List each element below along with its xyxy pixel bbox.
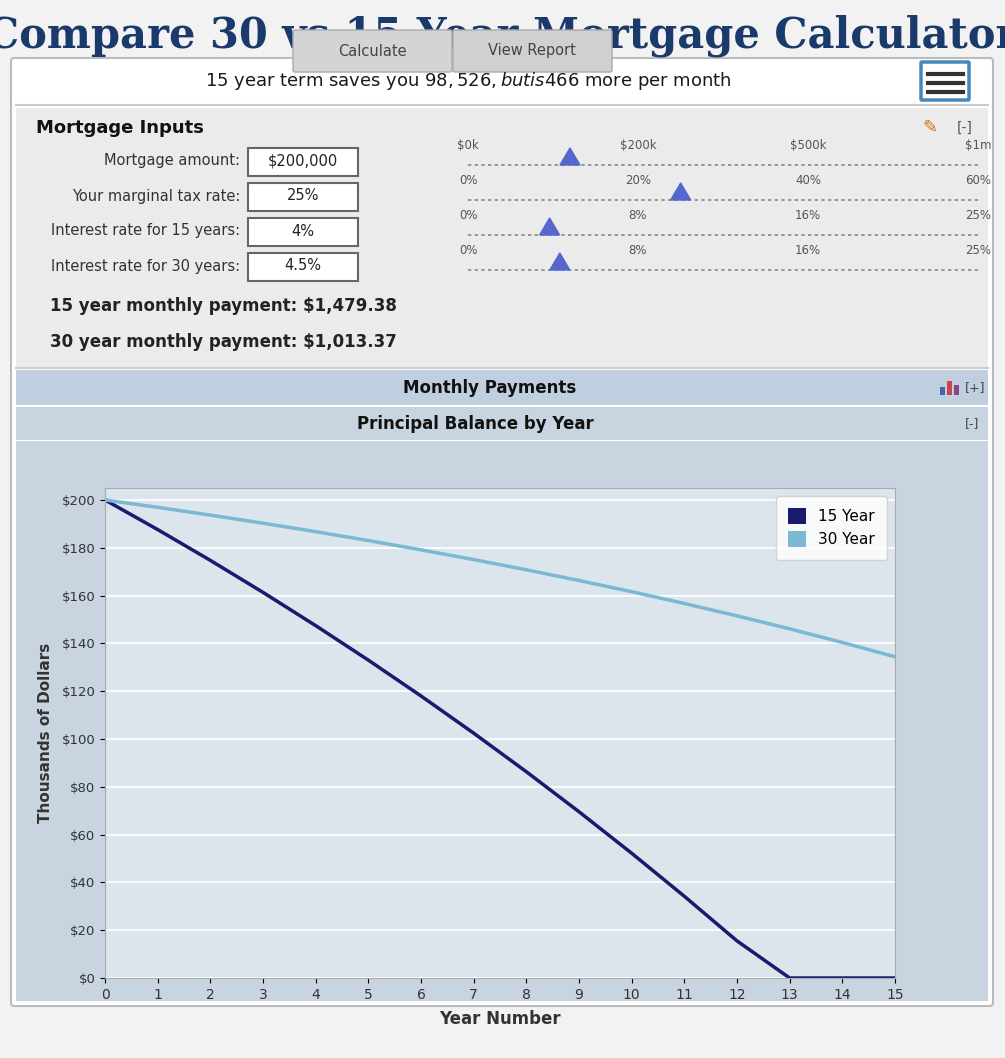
- Text: ✎: ✎: [923, 118, 938, 136]
- Line: 30 Year: 30 Year: [105, 500, 895, 657]
- Bar: [248, 148, 358, 176]
- Polygon shape: [540, 218, 560, 235]
- 15 Year: [626, 846, 638, 859]
- Text: [+]: [+]: [965, 382, 986, 395]
- Y-axis label: Thousands of Dollars: Thousands of Dollars: [38, 643, 53, 823]
- Text: $1m: $1m: [965, 139, 991, 152]
- 30 Year: [98, 494, 111, 507]
- Text: 0%: 0%: [458, 244, 477, 257]
- Text: 20%: 20%: [625, 174, 651, 187]
- 30 Year: [257, 517, 269, 530]
- Text: $500k: $500k: [790, 139, 826, 152]
- Text: 15 year term saves you $98,526, but is $466 more per month: 15 year term saves you $98,526, but is $…: [205, 70, 732, 92]
- 30 Year: [784, 622, 796, 635]
- 30 Year: [889, 651, 901, 663]
- Text: 60%: 60%: [965, 174, 991, 187]
- Polygon shape: [560, 148, 580, 165]
- 15 Year: [521, 765, 533, 778]
- Text: 8%: 8%: [628, 244, 647, 257]
- Polygon shape: [670, 183, 690, 200]
- 30 Year: [626, 585, 638, 598]
- FancyBboxPatch shape: [293, 30, 452, 72]
- 30 Year: [467, 553, 479, 566]
- Text: 25%: 25%: [286, 188, 320, 203]
- Text: 4.5%: 4.5%: [284, 258, 322, 274]
- 15 Year: [467, 727, 479, 740]
- 15 Year: [889, 971, 901, 984]
- FancyBboxPatch shape: [453, 30, 612, 72]
- 15 Year: [784, 971, 796, 984]
- Text: 0%: 0%: [458, 209, 477, 222]
- 30 Year: [731, 609, 743, 622]
- Line: 15 Year: 15 Year: [105, 500, 895, 978]
- 30 Year: [152, 501, 164, 514]
- Text: [-]: [-]: [957, 121, 973, 135]
- Text: Monthly Payments: Monthly Payments: [403, 379, 577, 397]
- Text: 0%: 0%: [458, 174, 477, 187]
- Text: 15 year monthly payment: $1,479.38: 15 year monthly payment: $1,479.38: [50, 297, 397, 315]
- Text: Mortgage amount:: Mortgage amount:: [104, 153, 240, 168]
- Text: $200k: $200k: [619, 139, 656, 152]
- Text: 25%: 25%: [965, 209, 991, 222]
- Bar: [248, 253, 358, 281]
- Bar: [16, 61, 988, 101]
- Text: Interest rate for 30 years:: Interest rate for 30 years:: [51, 258, 240, 274]
- 15 Year: [152, 524, 164, 536]
- 15 Year: [257, 586, 269, 599]
- Text: View Report: View Report: [488, 43, 576, 58]
- 15 Year: [204, 554, 216, 567]
- FancyBboxPatch shape: [11, 58, 993, 1006]
- 15 Year: [573, 805, 585, 818]
- X-axis label: Year Number: Year Number: [439, 1010, 561, 1028]
- Text: [-]: [-]: [965, 418, 980, 431]
- Bar: [954, 385, 959, 395]
- 30 Year: [310, 526, 322, 539]
- FancyBboxPatch shape: [921, 62, 969, 101]
- 30 Year: [836, 636, 848, 649]
- Text: Mortgage Inputs: Mortgage Inputs: [36, 118, 204, 136]
- Bar: [16, 407, 988, 440]
- Text: Compare 30 vs 15 Year Mortgage Calculator: Compare 30 vs 15 Year Mortgage Calculato…: [0, 15, 1005, 57]
- 15 Year: [363, 654, 375, 667]
- Text: Calculate: Calculate: [338, 43, 406, 58]
- Bar: [940, 387, 945, 395]
- Text: Your marginal tax rate:: Your marginal tax rate:: [71, 188, 240, 203]
- Polygon shape: [550, 253, 570, 270]
- 30 Year: [363, 534, 375, 547]
- Bar: [248, 183, 358, 211]
- 30 Year: [204, 509, 216, 522]
- Text: Principal Balance by Year: Principal Balance by Year: [357, 415, 593, 433]
- Bar: [16, 370, 988, 405]
- 30 Year: [521, 564, 533, 577]
- Bar: [947, 381, 952, 395]
- Text: 30 year monthly payment: $1,013.37: 30 year monthly payment: $1,013.37: [50, 333, 397, 351]
- Bar: [248, 218, 358, 247]
- Legend: 15 Year, 30 Year: 15 Year, 30 Year: [776, 495, 887, 560]
- 15 Year: [836, 971, 848, 984]
- 30 Year: [573, 574, 585, 587]
- Text: 40%: 40%: [795, 174, 821, 187]
- Text: 16%: 16%: [795, 209, 821, 222]
- 15 Year: [98, 494, 111, 507]
- Bar: [16, 108, 988, 368]
- Bar: [16, 441, 988, 1001]
- Text: 16%: 16%: [795, 244, 821, 257]
- 15 Year: [731, 934, 743, 947]
- Text: $200,000: $200,000: [268, 153, 338, 168]
- 30 Year: [415, 544, 427, 557]
- 15 Year: [678, 890, 690, 902]
- Text: 8%: 8%: [628, 209, 647, 222]
- Text: Interest rate for 15 years:: Interest rate for 15 years:: [51, 223, 240, 238]
- Text: $0k: $0k: [457, 139, 478, 152]
- Text: 4%: 4%: [291, 223, 315, 238]
- Text: 25%: 25%: [965, 244, 991, 257]
- 15 Year: [415, 690, 427, 703]
- 30 Year: [678, 597, 690, 609]
- 15 Year: [310, 619, 322, 632]
